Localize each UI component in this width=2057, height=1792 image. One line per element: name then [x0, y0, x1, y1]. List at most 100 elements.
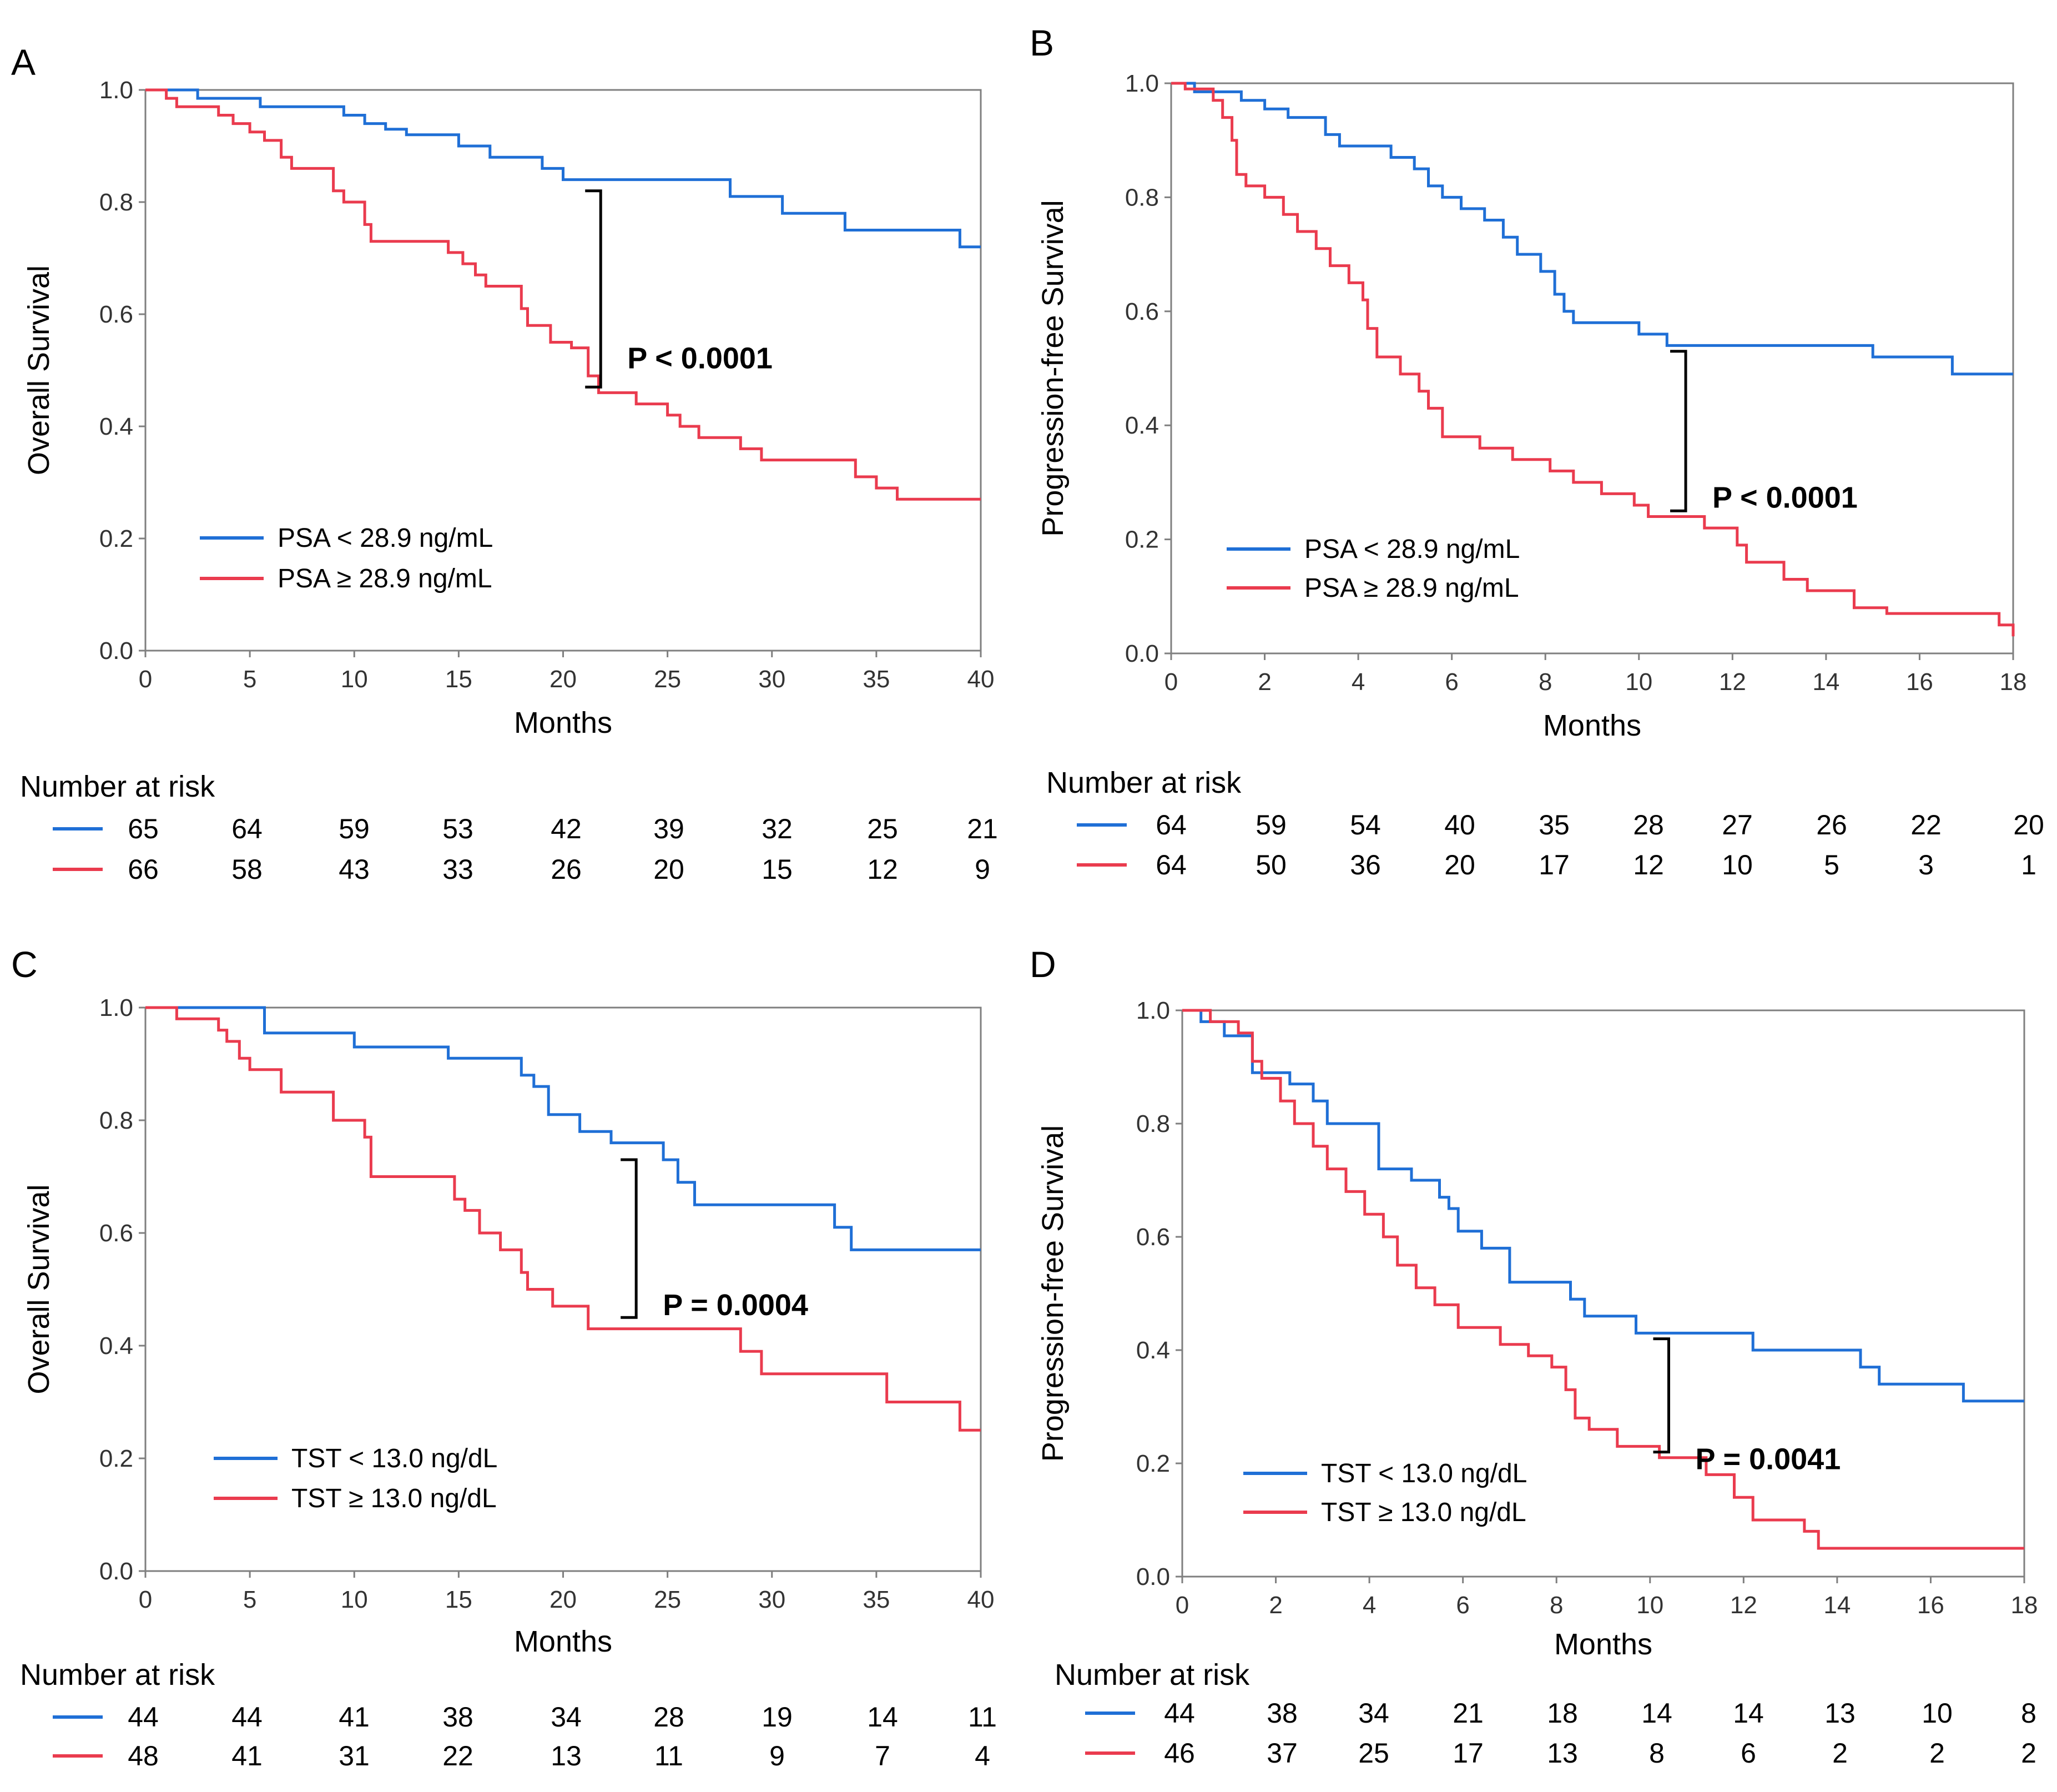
- panel-d-risk-count-red: 2: [1832, 1738, 1848, 1769]
- panel-d-pvalue: P = 0.0041: [1695, 1443, 1841, 1476]
- panel-d-ytick-label: 1.0: [1136, 997, 1170, 1024]
- panel-a-risk-count-blue: 39: [653, 813, 684, 844]
- panel-d-xtick-label: 16: [1917, 1592, 1944, 1619]
- panel-d-xtick-label: 4: [1363, 1592, 1376, 1619]
- panel-c-x-axis-label: Months: [514, 1625, 612, 1658]
- panel-a-risk-count-blue: 42: [551, 813, 582, 844]
- panel-b-xtick-label: 2: [1258, 668, 1271, 696]
- panel-c-xtick-label: 25: [654, 1586, 681, 1613]
- panel-b-legend-label-blue: PSA < 28.9 ng/mL: [1304, 535, 1520, 564]
- panel-b-xtick-label: 16: [1906, 668, 1933, 696]
- panel-c-risk-count-red: 22: [442, 1740, 473, 1771]
- panel-d-risk-count-red: 2: [2021, 1738, 2036, 1769]
- panel-b-risk-count-blue: 27: [1722, 809, 1753, 840]
- panel-c-risk-count-red: 11: [654, 1740, 683, 1771]
- panel-d-risk-count-red: 17: [1453, 1738, 1484, 1769]
- panel-d-risk-count-red: 2: [1929, 1738, 1945, 1769]
- panel-b-xtick-label: 12: [1719, 668, 1746, 696]
- panel-a-risk-count-red: 15: [762, 854, 793, 885]
- panel-b-risk-count-blue: 20: [2013, 809, 2044, 840]
- panel-b-xtick-label: 10: [1625, 668, 1652, 696]
- panel-b-risk-count-red: 10: [1722, 849, 1753, 880]
- panel-c-ytick-label: 0.4: [99, 1332, 133, 1360]
- panel-a-xtick-label: 0: [139, 666, 152, 693]
- panel-d-risk-title: Number at risk: [1055, 1658, 1250, 1692]
- panel-a-risk-count-red: 20: [653, 854, 684, 885]
- panel-d-ytick-label: 0.8: [1136, 1110, 1170, 1137]
- panel-b-series-blue-curve: [1171, 82, 2013, 376]
- panel-c-risk-count-blue: 44: [128, 1702, 159, 1733]
- panel-b-x-axis-label: Months: [1543, 709, 1641, 742]
- panel-a-risk-count-blue: 32: [762, 813, 793, 844]
- panel-c-xtick-label: 35: [863, 1586, 890, 1613]
- panel-c-risk-count-red: 7: [875, 1740, 890, 1771]
- panel-c-risk-count-red: 4: [975, 1740, 990, 1771]
- panel-d-risk-count-blue: 14: [1641, 1698, 1672, 1729]
- panel-c-risk-count-red: 31: [339, 1740, 370, 1771]
- panel-a-ytick-label: 0.2: [99, 525, 133, 552]
- panel-a-pvalue-bracket: [585, 189, 602, 389]
- panel-c-risk-count-blue: 11: [968, 1702, 997, 1733]
- panel-b-xtick-label: 4: [1352, 668, 1365, 696]
- panel-a-xtick-label: 20: [549, 666, 577, 693]
- panel-b-series-red-curve: [1171, 82, 2015, 637]
- panel-d-xtick-label: 10: [1636, 1592, 1663, 1619]
- panel-d-risk-count-red: 8: [1649, 1738, 1665, 1769]
- panel-a-series-blue-curve: [145, 88, 981, 249]
- panel-b-risk-count-blue: 54: [1350, 809, 1381, 840]
- panel-a-label: A: [11, 42, 36, 83]
- panel-b-risk-count-blue: 35: [1539, 809, 1570, 840]
- panel-d-x-axis-label: Months: [1554, 1628, 1652, 1661]
- panel-b-pvalue: P < 0.0001: [1712, 481, 1858, 514]
- panel-c-risk-count-red: 9: [769, 1740, 785, 1771]
- panel-d-risk-count-blue: 14: [1733, 1698, 1764, 1729]
- panel-d-ytick-label: 0.0: [1136, 1563, 1170, 1590]
- panel-d-plot-frame: [1181, 1009, 2025, 1578]
- panel-d-legend-label-blue: TST < 13.0 ng/dL: [1321, 1459, 1527, 1488]
- panel-a-risk-count-red: 12: [867, 854, 898, 885]
- panel-c-label: C: [11, 944, 38, 985]
- panel-b-risk-count-red: 12: [1633, 849, 1664, 880]
- panel-c-xtick-label: 30: [758, 1586, 785, 1613]
- panel-b-ytick-label: 0.0: [1125, 640, 1159, 667]
- panel-b-legend-label-red: PSA ≥ 28.9 ng/mL: [1304, 573, 1519, 603]
- panel-c-risk-count-blue: 28: [653, 1702, 684, 1733]
- panel-c-series-blue-curve: [145, 1006, 981, 1251]
- panel-d-xtick-label: 0: [1176, 1592, 1189, 1619]
- panel-c-ytick-label: 0.0: [99, 1558, 133, 1585]
- panel-a-risk-count-red: 33: [442, 854, 473, 885]
- panel-b-risk-count-blue: 22: [1910, 809, 1942, 840]
- panel-b-ytick-label: 0.2: [1125, 526, 1159, 553]
- panel-b-xtick-label: 6: [1445, 668, 1458, 696]
- panel-a-risk-count-blue: 25: [867, 813, 898, 844]
- panel-c-xtick-label: 10: [341, 1586, 368, 1613]
- panel-b-risk-count-red: 50: [1256, 849, 1287, 880]
- panel-d-risk-count-red: 25: [1358, 1738, 1389, 1769]
- panel-d-ytick-label: 0.4: [1136, 1337, 1170, 1364]
- panel-c-xtick-label: 20: [549, 1586, 577, 1613]
- panel-d-risk-count-blue: 21: [1453, 1698, 1484, 1729]
- panel-d-risk-count-blue: 10: [1922, 1698, 1953, 1729]
- panel-c-series-red-curve: [145, 1006, 981, 1432]
- panel-a-pvalue: P < 0.0001: [627, 342, 773, 375]
- panel-d-label: D: [1030, 944, 1056, 985]
- panel-d-risk-count-red: 13: [1547, 1738, 1578, 1769]
- panel-a-risk-count-blue: 53: [442, 813, 473, 844]
- panel-c-y-axis-label: Overall Survival: [22, 1184, 56, 1394]
- panel-c-legend-label-red: TST ≥ 13.0 ng/dL: [291, 1484, 497, 1513]
- panel-d-risk-count-blue: 13: [1824, 1698, 1856, 1729]
- panel-c-xtick-label: 15: [445, 1586, 472, 1613]
- panel-b-risk-count-red: 1: [2021, 849, 2036, 880]
- panel-d-risk-count-blue: 44: [1164, 1698, 1195, 1729]
- panel-b-risk-count-red: 64: [1156, 849, 1187, 880]
- panel-c-xtick-label: 5: [243, 1586, 256, 1613]
- panel-a-x-axis-label: Months: [514, 706, 612, 739]
- panel-b-risk-count-blue: 59: [1256, 809, 1287, 840]
- panel-d-legend-label-red: TST ≥ 13.0 ng/dL: [1321, 1498, 1526, 1527]
- panel-a-ytick-label: 1.0: [99, 77, 133, 104]
- panel-b-risk-title: Number at risk: [1046, 766, 1242, 799]
- panel-a-risk-count-blue: 59: [339, 813, 370, 844]
- panel-a-risk-title: Number at risk: [20, 770, 215, 803]
- panel-b-ytick-label: 0.6: [1125, 298, 1159, 325]
- panel-c-risk-title: Number at risk: [20, 1658, 215, 1692]
